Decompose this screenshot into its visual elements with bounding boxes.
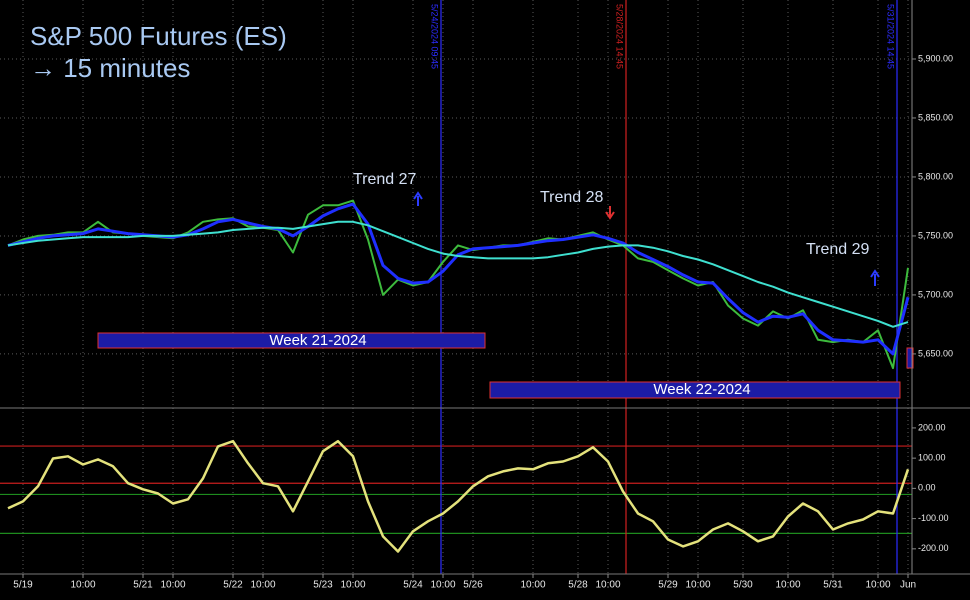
- price-marker: [906, 347, 914, 369]
- y-tick-label: 5,800.00: [918, 171, 953, 181]
- event-label: 5/31/2024 14:45: [886, 4, 896, 69]
- x-tick-label: 5/29: [658, 580, 678, 591]
- series-line: [7, 220, 909, 328]
- event-label: 5/28/2024 14:45: [615, 4, 625, 69]
- y-tick-label: 5,900.00: [918, 53, 953, 63]
- chart-title: S&P 500 Futures (ES): [30, 21, 287, 51]
- series-line: [7, 439, 910, 553]
- x-tick-label: 5/28: [568, 580, 588, 591]
- arrow-up: [870, 269, 880, 286]
- x-tick-label: 10:00: [685, 580, 710, 591]
- x-tick-label: 5/31: [823, 580, 843, 591]
- y-tick-label: 5,850.00: [918, 112, 953, 122]
- x-tick-label: 10:00: [250, 580, 275, 591]
- arrow-down: [605, 206, 615, 220]
- x-tick-label: 10:00: [340, 580, 365, 591]
- annotation: Trend 29: [806, 241, 870, 258]
- week-box: [97, 332, 486, 349]
- x-tick-label: 10:00: [430, 580, 455, 591]
- week-label: Week 22-2024: [653, 381, 750, 398]
- x-tick-label: 5/19: [13, 580, 33, 591]
- x-tick-label: 5/30: [733, 580, 753, 591]
- arrow-up: [413, 191, 423, 206]
- y-tick-label: 5,700.00: [918, 289, 953, 299]
- reference-layer: [0, 445, 912, 535]
- annotations: Trend 27 Trend 28 Trend 29: [353, 171, 880, 286]
- x-tick-label: 5/21: [133, 580, 153, 591]
- series-layer: [7, 199, 910, 553]
- x-tick-label: 10:00: [160, 580, 185, 591]
- annotation: Trend 28: [540, 189, 604, 206]
- x-tick-label: 5/24: [403, 580, 423, 591]
- x-tick-label: 5/23: [313, 580, 333, 591]
- x-tick-label: 10:00: [595, 580, 620, 591]
- annotation: Trend 27: [353, 171, 417, 188]
- y-tick-label: 5,650.00: [918, 348, 953, 358]
- x-tick-label: Jun: [900, 580, 916, 591]
- x-tick-label: 5/22: [223, 580, 243, 591]
- y-tick-label: 5,750.00: [918, 230, 953, 240]
- y-tick-label: -200.00: [918, 543, 949, 553]
- y-tick-label: 200.00: [918, 422, 946, 432]
- range-layer: Week 21-2024 Week 22-2024: [97, 332, 901, 399]
- y-tick-label: -100.00: [918, 513, 949, 523]
- event-label: 5/24/2024 09:45: [430, 4, 440, 69]
- y-tick-label: 100.00: [918, 453, 946, 463]
- x-tick-label: 10:00: [775, 580, 800, 591]
- x-tick-label: 5/26: [463, 580, 483, 591]
- marker-layer: 5/24/2024 09:45 5/28/2024 14:45 5/31/2024 …: [430, 0, 898, 574]
- chart-subtitle: → 15 minutes: [30, 53, 190, 83]
- y-tick-label: 0.00: [918, 483, 936, 493]
- x-tick-label: 10:00: [520, 580, 545, 591]
- x-tick-label: 10:00: [70, 580, 95, 591]
- week-label: Week 21-2024: [269, 332, 366, 349]
- week-box: [489, 381, 901, 399]
- x-tick-label: 10:00: [865, 580, 890, 591]
